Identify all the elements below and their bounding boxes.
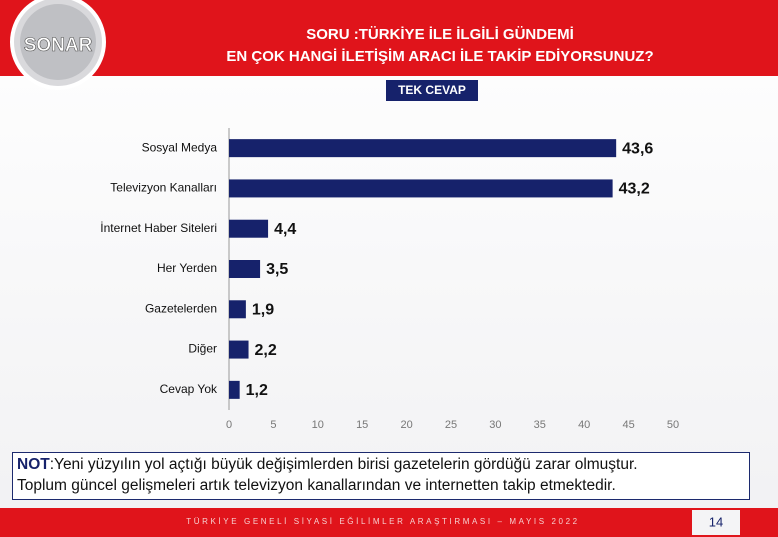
y-tick-label: İnternet Haber Siteleri <box>100 221 217 235</box>
footer-text: TÜRKİYE GENELİ SİYASİ EĞİLİMLER ARAŞTIRM… <box>186 517 579 526</box>
y-tick-label: Diğer <box>188 342 217 356</box>
bar <box>229 300 246 319</box>
x-tick-label: 5 <box>270 419 276 431</box>
header-band <box>0 0 778 76</box>
value-label: 4,4 <box>274 221 296 238</box>
x-tick-label: 15 <box>356 419 368 431</box>
note-label: NOT <box>17 456 50 473</box>
chart-title: EN ÇOK HANGİ İLETİŞİM ARACI İLE TAKİP ED… <box>226 48 653 65</box>
y-tick-label: Gazetelerden <box>145 301 217 315</box>
y-tick-label: Her Yerden <box>157 261 217 275</box>
logo-inner <box>20 4 96 80</box>
bar <box>229 260 261 278</box>
badge: TEK CEVAP <box>398 83 466 97</box>
x-tick-label: 45 <box>622 419 634 431</box>
bar <box>229 380 240 399</box>
x-tick-label: 10 <box>312 419 324 431</box>
badge-box <box>386 80 478 101</box>
value-label: 43,2 <box>619 181 650 198</box>
chart-title: SORU :TÜRKİYE İLE İLGİLİ GÜNDEMİ <box>306 26 574 43</box>
x-tick-label: 20 <box>400 419 412 431</box>
note-text: Toplum güncel gelişmeleri artık televizy… <box>17 477 616 494</box>
value-label: 2,2 <box>255 342 277 359</box>
bar <box>229 139 617 158</box>
note-box: NOT:Yeni yüzyılın yol açtığı büyük değiş… <box>12 452 750 500</box>
y-tick-label: Televizyon Kanalları <box>110 181 217 195</box>
y-tick-label: Sosyal Medya <box>142 140 218 154</box>
x-tick-label: 30 <box>489 419 501 431</box>
x-tick-label: 35 <box>534 419 546 431</box>
bar <box>229 219 269 238</box>
value-label: 43,6 <box>622 140 653 157</box>
x-tick-label: 0 <box>226 419 232 431</box>
value-label: 1,2 <box>246 382 268 399</box>
footer-band <box>0 508 778 537</box>
page-number-box <box>692 510 740 535</box>
x-tick-label: 50 <box>667 419 679 431</box>
bar <box>229 179 613 198</box>
x-tick-label: 40 <box>578 419 590 431</box>
value-label: 3,5 <box>266 261 288 278</box>
value-label: 1,9 <box>252 302 274 319</box>
logo-text: SONAR <box>24 35 93 56</box>
y-tick-label: Cevap Yok <box>160 382 218 396</box>
x-tick-label: 25 <box>445 419 457 431</box>
bar <box>229 340 249 359</box>
note-text: :Yeni yüzyılın yol açtığı büyük değişiml… <box>49 456 638 473</box>
page-number: 14 <box>709 514 723 529</box>
